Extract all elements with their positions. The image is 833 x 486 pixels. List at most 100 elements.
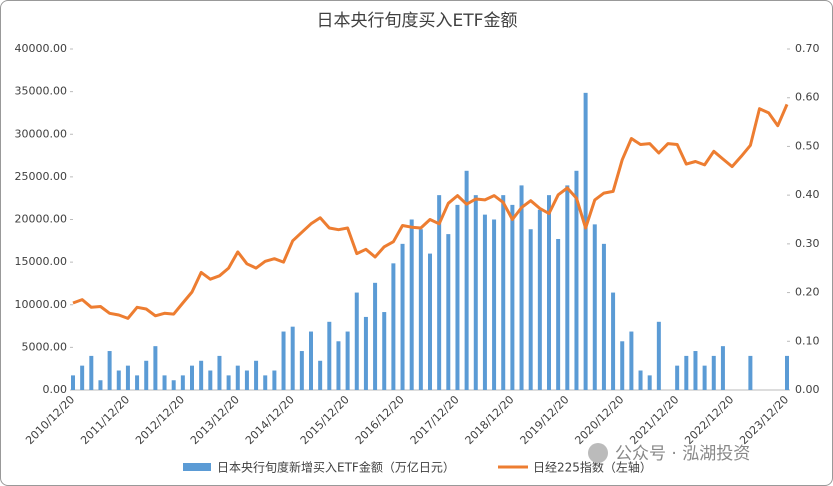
bar <box>107 351 112 390</box>
x-tick-label: 2018/12/20 <box>463 393 517 447</box>
bar <box>190 365 194 390</box>
x-tick-label: 2021/12/20 <box>627 393 681 447</box>
legend-label: 日本央行旬度新增买入ETF金额（万亿日元） <box>217 460 455 475</box>
bar <box>418 229 423 390</box>
bar <box>547 195 551 390</box>
bar <box>309 331 313 390</box>
bar <box>510 204 515 390</box>
bar <box>116 370 121 390</box>
bar <box>208 370 213 390</box>
x-tick-label: 2013/12/20 <box>188 393 242 447</box>
bar <box>537 209 542 390</box>
bar <box>80 365 85 390</box>
y2-tick-label: 0.10 <box>795 334 820 347</box>
bar <box>345 331 350 390</box>
bar <box>363 316 368 390</box>
x-tick-label: 2023/12/20 <box>737 393 791 447</box>
bar <box>620 341 625 390</box>
bar <box>464 170 469 390</box>
bar <box>235 365 240 390</box>
x-tick-label: 2015/12/20 <box>298 393 352 447</box>
bar <box>217 355 222 390</box>
bar <box>409 219 414 390</box>
bar <box>263 375 268 390</box>
bar <box>180 375 185 390</box>
bar <box>428 253 432 390</box>
y-tick-label: 20000.00 <box>15 213 68 226</box>
bar <box>272 370 277 390</box>
bar <box>437 195 442 390</box>
bar <box>199 360 204 390</box>
bar <box>611 292 616 390</box>
legend-label: 日经225指数（左轴） <box>533 460 652 475</box>
bar <box>446 234 451 390</box>
bar <box>125 365 130 390</box>
bar <box>482 214 487 390</box>
bar <box>574 170 579 390</box>
bar <box>528 229 533 390</box>
bar <box>89 355 94 390</box>
y-tick-label: 25000.00 <box>15 170 68 183</box>
x-tick-label: 2019/12/20 <box>518 393 572 447</box>
bar <box>473 195 478 390</box>
bar <box>702 365 707 390</box>
watermark-icon <box>588 443 608 463</box>
bar <box>327 321 332 390</box>
bar <box>693 351 698 390</box>
bar <box>455 204 460 390</box>
bar <box>162 375 167 390</box>
x-tick-label: 2011/12/20 <box>78 393 132 447</box>
bar <box>601 243 606 390</box>
bar <box>373 282 378 390</box>
x-tick-label: 2017/12/20 <box>408 393 462 447</box>
bar <box>98 380 103 390</box>
x-tick-label: 2012/12/20 <box>133 393 187 447</box>
bar <box>290 326 295 390</box>
bar <box>244 370 249 390</box>
bar <box>153 346 158 390</box>
x-tick-label: 2020/12/20 <box>572 393 626 447</box>
bar <box>519 185 524 390</box>
chart-title: 日本央行旬度买入ETF金额 <box>317 11 518 31</box>
y-tick-label: 5000.00 <box>22 340 68 353</box>
x-tick-label: 2022/12/20 <box>682 393 736 447</box>
y-tick-label: 15000.00 <box>15 255 68 268</box>
x-tick-label: 2014/12/20 <box>243 393 297 447</box>
y-tick-label: 10000.00 <box>15 298 68 311</box>
y2-tick-label: 0.50 <box>795 139 820 152</box>
y2-tick-label: 0.40 <box>795 188 820 201</box>
bar <box>281 331 286 390</box>
bar <box>382 312 387 390</box>
y-tick-label: 40000.00 <box>15 42 68 55</box>
y2-tick-label: 0.60 <box>795 91 820 104</box>
bar <box>299 351 304 390</box>
y-tick-label: 35000.00 <box>15 85 68 98</box>
y2-tick-label: 0.70 <box>795 42 820 55</box>
bar <box>226 375 231 390</box>
bar <box>400 243 405 390</box>
bar <box>354 292 359 390</box>
watermark: 公众号 · 泓湖投资 <box>615 444 750 464</box>
y2-tick-label: 0.30 <box>795 237 820 250</box>
bar <box>391 263 396 390</box>
bar <box>565 185 570 390</box>
bar <box>592 224 597 390</box>
bar <box>71 375 75 390</box>
bar <box>336 341 341 390</box>
bar <box>684 355 689 390</box>
bar <box>254 360 259 390</box>
bar <box>629 331 634 390</box>
x-tick-label: 2010/12/20 <box>23 393 77 447</box>
y2-tick-label: 0.00 <box>795 383 820 396</box>
bar <box>144 360 149 390</box>
line <box>72 103 789 320</box>
y2-tick-label: 0.20 <box>795 286 820 299</box>
bar <box>675 365 680 390</box>
bar <box>556 238 561 390</box>
bar <box>720 346 725 390</box>
y-tick-label: 0.00 <box>43 383 68 396</box>
bar <box>171 380 176 390</box>
bar <box>318 360 323 390</box>
bar <box>785 355 789 390</box>
